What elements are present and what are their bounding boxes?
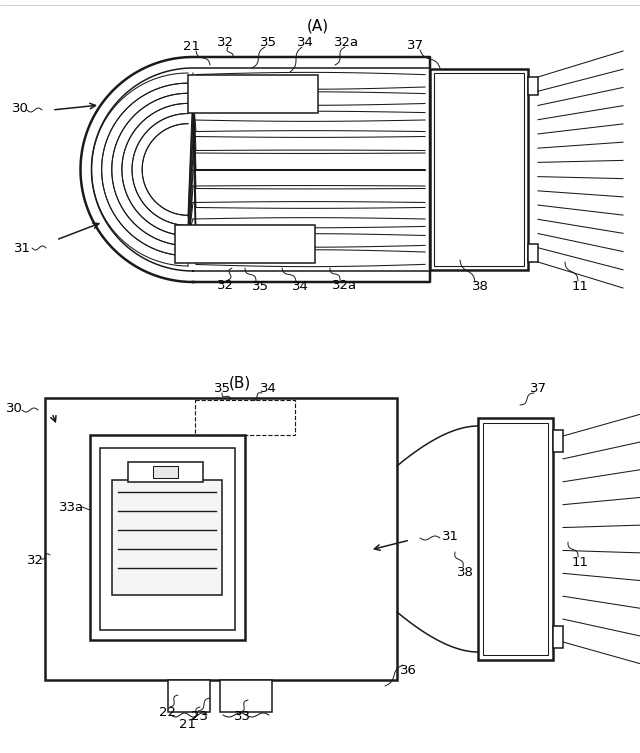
Text: 33a: 33a <box>60 501 84 514</box>
Text: 30: 30 <box>12 102 28 114</box>
Text: 22: 22 <box>159 706 177 718</box>
Text: 21: 21 <box>179 718 196 730</box>
Text: 11: 11 <box>572 279 589 292</box>
Bar <box>100 448 235 630</box>
Bar <box>112 480 222 595</box>
Text: 32a: 32a <box>332 279 358 291</box>
Bar <box>128 462 203 482</box>
Bar <box>175 225 315 263</box>
Bar <box>220 680 272 712</box>
Text: 34: 34 <box>292 279 308 292</box>
Text: (A): (A) <box>307 18 329 33</box>
Text: 37: 37 <box>529 382 547 395</box>
Text: 37: 37 <box>406 38 424 51</box>
Text: (B): (B) <box>229 375 251 390</box>
Text: 38: 38 <box>456 566 474 578</box>
Bar <box>90 435 245 640</box>
Text: 31: 31 <box>13 242 31 255</box>
Text: 34: 34 <box>260 382 276 395</box>
Bar <box>153 466 178 478</box>
Bar <box>45 398 397 680</box>
Text: 32a: 32a <box>335 35 360 48</box>
Text: 35: 35 <box>259 35 276 48</box>
Bar <box>528 244 538 262</box>
Text: 33: 33 <box>234 711 250 724</box>
Text: 35: 35 <box>214 382 230 395</box>
Bar <box>553 626 563 648</box>
Text: 21: 21 <box>184 39 200 53</box>
Text: 38: 38 <box>472 279 488 292</box>
Bar <box>430 69 528 270</box>
Text: 31: 31 <box>442 529 458 542</box>
Bar <box>528 77 538 95</box>
Text: 30: 30 <box>6 401 22 414</box>
Bar <box>553 430 563 452</box>
Bar <box>434 73 524 266</box>
Text: 32: 32 <box>216 279 234 291</box>
Bar <box>478 418 553 660</box>
Text: 34: 34 <box>296 35 314 48</box>
Bar <box>168 680 210 712</box>
Text: 32: 32 <box>216 35 234 48</box>
Bar <box>483 423 548 655</box>
Bar <box>195 400 295 435</box>
Text: 32: 32 <box>26 553 44 566</box>
Text: 35: 35 <box>252 279 269 292</box>
Text: 36: 36 <box>399 663 417 676</box>
Bar <box>188 75 318 113</box>
Text: 23: 23 <box>191 709 209 722</box>
Text: 11: 11 <box>572 556 589 569</box>
